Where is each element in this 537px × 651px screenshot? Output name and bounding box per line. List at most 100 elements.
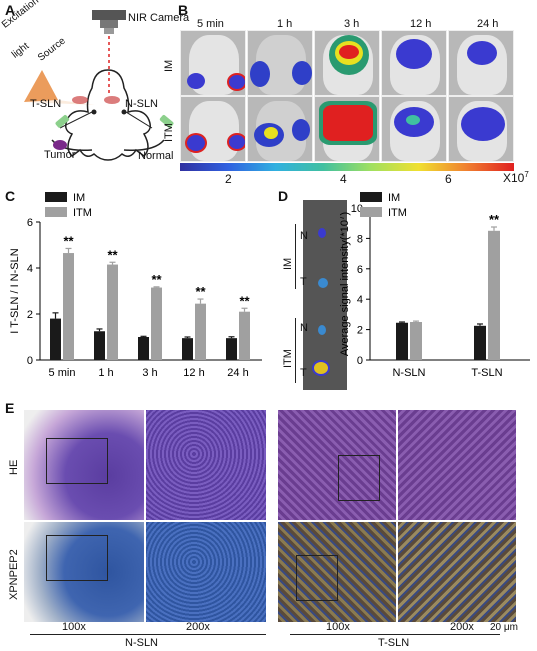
row-label-im: IM bbox=[163, 59, 175, 72]
y-tick-label: 4 bbox=[27, 263, 33, 275]
nir-image-itm-3h bbox=[314, 96, 380, 162]
significance-mark: ** bbox=[151, 272, 162, 287]
significance-mark: ** bbox=[63, 233, 74, 248]
mouse-outline bbox=[65, 69, 151, 161]
group-label-im: IM bbox=[282, 257, 294, 270]
row-label-he: HE bbox=[8, 459, 20, 475]
normal-label: Normal bbox=[138, 150, 174, 162]
nir-image-im-12h bbox=[381, 30, 447, 96]
panel-label-c: C bbox=[5, 188, 16, 204]
tumor-label: Tumor bbox=[44, 149, 76, 161]
bar-im bbox=[474, 325, 486, 360]
y-tick-label: 2 bbox=[27, 309, 33, 321]
panel-label-e: E bbox=[5, 400, 15, 416]
x-tick-label: 1 h bbox=[98, 367, 113, 379]
significance-mark: ** bbox=[195, 284, 206, 299]
syringe-icon bbox=[55, 115, 70, 128]
row-label-itm: ITM bbox=[163, 123, 175, 142]
group-underline bbox=[30, 634, 266, 635]
bar-itm bbox=[239, 311, 250, 360]
timepoint-label: 3 h bbox=[344, 18, 360, 30]
colorbar-tick: 4 bbox=[340, 172, 347, 186]
x-tick-label: 24 h bbox=[227, 367, 248, 379]
panel-label-b: B bbox=[178, 2, 189, 18]
nir-image-im-5min bbox=[180, 30, 246, 96]
timepoint-label: 5 min bbox=[197, 18, 224, 30]
legend-label: ITM bbox=[73, 207, 92, 219]
significance-mark: ** bbox=[489, 212, 500, 227]
y-tick-label: 0 bbox=[27, 355, 33, 367]
legend-swatch bbox=[45, 207, 67, 217]
nir-image-itm-1h bbox=[247, 96, 313, 162]
bar-im bbox=[94, 331, 105, 360]
timepoint-label: 12 h bbox=[410, 18, 432, 30]
scale-bar-label: 20 μm bbox=[490, 622, 518, 633]
micrograph-ihc-nsln-200x bbox=[146, 522, 266, 622]
legend-label: IM bbox=[73, 192, 85, 204]
y-tick-label: 10 bbox=[351, 203, 363, 215]
micrograph-ihc-tsln-200x bbox=[398, 522, 516, 622]
group-underline bbox=[290, 634, 500, 635]
node-spot bbox=[314, 362, 328, 374]
group-label-tsln: T-SLN bbox=[378, 637, 410, 649]
nir-image-itm-24h bbox=[448, 96, 514, 162]
row-label-xpnpep2: XPNPEP2 bbox=[8, 549, 20, 600]
bar-itm bbox=[107, 264, 118, 360]
bar-im bbox=[226, 338, 237, 360]
n-sln-label: N-SLN bbox=[125, 98, 159, 110]
x-tick-label: N-SLN bbox=[392, 367, 425, 379]
n-label: N bbox=[300, 322, 308, 334]
bar-im bbox=[50, 318, 61, 360]
timepoint-label: 24 h bbox=[477, 18, 499, 30]
t-label: T bbox=[300, 367, 307, 379]
node-spot bbox=[318, 325, 326, 335]
t-sln-label: T-SLN bbox=[30, 98, 62, 110]
n-label: N bbox=[300, 230, 308, 242]
nir-image-im-24h bbox=[448, 30, 514, 96]
nir-camera-label: NIR Camera bbox=[128, 12, 190, 24]
bar-itm bbox=[410, 322, 422, 360]
syringe-icon bbox=[159, 115, 174, 128]
colorbar-tick: 6 bbox=[445, 172, 452, 186]
y-tick-label: 8 bbox=[357, 233, 363, 245]
zoom-box bbox=[296, 555, 338, 601]
bracket-line bbox=[295, 224, 296, 289]
bar-im bbox=[396, 322, 408, 360]
legend-label: ITM bbox=[388, 207, 407, 219]
legend-swatch bbox=[360, 207, 382, 217]
zoom-box bbox=[46, 438, 108, 484]
colorbar bbox=[180, 163, 514, 171]
nir-image-itm-12h bbox=[381, 96, 447, 162]
zoom-box bbox=[338, 455, 380, 501]
nir-image-itm-5min bbox=[180, 96, 246, 162]
bar-itm bbox=[63, 253, 74, 360]
group-label-itm: ITM bbox=[282, 349, 294, 368]
micrograph-he-tsln-200x bbox=[398, 410, 516, 520]
micrograph-ihc-nsln-100x bbox=[24, 522, 144, 622]
y-axis-label: I T-SLN / I N-SLN bbox=[9, 248, 21, 333]
x-tick-label: 5 min bbox=[49, 367, 76, 379]
y-tick-label: 6 bbox=[357, 264, 363, 276]
y-tick-label: 4 bbox=[357, 294, 363, 306]
bar-itm bbox=[151, 287, 162, 360]
y-tick-label: 6 bbox=[27, 217, 33, 229]
node-spot bbox=[318, 228, 326, 238]
panel-a-schematic bbox=[24, 10, 174, 161]
zoom-box bbox=[46, 535, 108, 581]
x-tick-label: 3 h bbox=[142, 367, 157, 379]
y-axis-label: Average signal intensity(*107) bbox=[340, 212, 351, 356]
node-spot bbox=[318, 278, 328, 288]
mag-label: 200x bbox=[450, 621, 474, 633]
bracket-line bbox=[295, 318, 296, 383]
significance-mark: ** bbox=[107, 247, 118, 262]
colorbar-unit: X107 bbox=[503, 170, 529, 185]
legend-swatch bbox=[45, 192, 67, 202]
legend-label: IM bbox=[388, 192, 400, 204]
significance-mark: ** bbox=[239, 293, 250, 308]
y-tick-label: 0 bbox=[357, 355, 363, 367]
t-label: T bbox=[300, 276, 307, 288]
mag-label: 100x bbox=[326, 621, 350, 633]
micrograph-he-tsln-100x bbox=[278, 410, 396, 520]
y-tick-label: 2 bbox=[357, 325, 363, 337]
